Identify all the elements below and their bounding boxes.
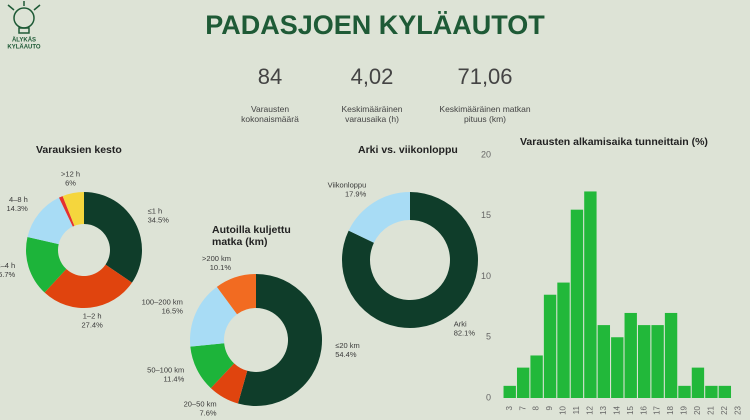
kpi-label: Keskimääräinen varausaika (h)	[341, 104, 403, 124]
slice	[26, 236, 67, 293]
slice-label: 50–100 km	[147, 365, 184, 374]
slice	[62, 192, 84, 226]
slice	[44, 264, 132, 309]
slice-label: >12 h	[61, 169, 80, 178]
x-tick-label: 12	[585, 405, 594, 414]
x-tick-label: 20	[693, 405, 702, 414]
kpi-value: 71,06	[457, 64, 513, 89]
x-tick-label: 22	[720, 405, 729, 414]
slice	[189, 286, 238, 347]
slice-label: 20–50 km	[184, 400, 217, 409]
bar	[718, 385, 732, 398]
x-tick-label: 9	[545, 405, 554, 410]
bar	[678, 385, 691, 398]
kpi-value: 4,02	[350, 64, 394, 89]
bar	[637, 325, 651, 398]
x-tick-label: 16	[639, 405, 648, 414]
bar	[651, 325, 664, 398]
slice-label: 100–200 km	[142, 298, 183, 307]
bar	[611, 337, 624, 398]
x-tick-label: 7	[518, 405, 527, 410]
x-tick-label: 13	[599, 405, 608, 414]
kpi: 4,02 Keskimääräinen varausaika (h)	[317, 64, 427, 124]
y-tick-label: 20	[481, 149, 491, 159]
bar	[570, 209, 584, 398]
bar	[624, 312, 637, 398]
slice-value: 11.4%	[164, 374, 185, 383]
x-tick-label: 17	[653, 405, 662, 414]
slice	[216, 274, 256, 315]
logo-text: KYLÄAUTO	[7, 44, 41, 51]
bar	[557, 282, 570, 398]
logo-icon	[7, 1, 41, 34]
page-title: PADASJOEN KYLÄAUTOT	[205, 10, 545, 40]
chart-title: Varausten alkamisaika tunneittain (%)	[520, 136, 708, 148]
y-tick-label: 10	[481, 271, 491, 281]
x-tick-label: 10	[559, 405, 568, 414]
slice	[348, 191, 410, 243]
x-tick-label: 19	[680, 405, 689, 414]
chart-title: Varauksien kesto	[36, 144, 122, 156]
chart-title: Autoilla kuljettu matka (km)	[212, 224, 291, 248]
x-tick-label: 23	[733, 405, 742, 414]
slice-label: 2–4 h	[0, 261, 15, 270]
kpi: 71,06 Keskimääräinen matkan pituus (km)	[430, 64, 540, 124]
slice-value: 17.9%	[345, 190, 367, 199]
slice	[27, 197, 73, 245]
y-tick-label: 0	[486, 392, 491, 402]
kpi-value: 84	[257, 64, 283, 89]
x-tick-label: 11	[572, 405, 581, 414]
bar	[516, 367, 530, 398]
bar	[543, 294, 557, 398]
bar	[664, 312, 678, 398]
slice-label: Arki	[454, 319, 467, 328]
slice-value: 10.1%	[210, 263, 232, 272]
kpi-label: Varausten kokonaismäärä	[241, 104, 299, 124]
kpi: 84 Varausten kokonaismäärä	[215, 64, 325, 124]
chart-title: Arki vs. viikonloppu	[358, 144, 458, 156]
x-tick-label: 14	[612, 405, 621, 414]
slice-label: 1–2 h	[83, 312, 102, 321]
logo-text: ÄLYKÄS	[12, 37, 36, 44]
slice	[237, 274, 323, 407]
slice	[341, 192, 478, 328]
slice	[210, 363, 248, 404]
slice-value: 14.3%	[7, 204, 29, 213]
bar	[584, 191, 597, 398]
x-tick-label: 15	[626, 405, 635, 414]
slice-value: 16.5%	[162, 307, 184, 316]
slice-value: 34.5%	[148, 215, 170, 224]
slice-label: 4–8 h	[9, 195, 28, 204]
slice-value: 82.1%	[454, 328, 476, 337]
bar	[691, 367, 705, 398]
slice-label: ≤1 h	[148, 206, 163, 215]
bar	[705, 385, 718, 398]
slice	[190, 343, 235, 389]
slice-value: 27.4%	[81, 321, 103, 330]
x-tick-label: 8	[532, 405, 541, 410]
slice-label: >200 km	[202, 254, 231, 263]
bar	[597, 325, 611, 398]
slice	[58, 196, 75, 227]
slice-value: 7.6%	[199, 409, 216, 418]
x-tick-label: 21	[706, 405, 715, 414]
bar	[530, 355, 543, 398]
slice-value: 16.7%	[0, 270, 15, 279]
slice-value: 54.4%	[335, 350, 357, 359]
slice-label: Viikonloppu	[328, 181, 367, 190]
slice-label: ≤20 km	[335, 341, 360, 350]
y-tick-label: 15	[481, 210, 491, 220]
kpi-label: Keskimääräinen matkan pituus (km)	[439, 104, 531, 124]
slice	[84, 192, 142, 283]
slice-value: 6%	[65, 178, 76, 187]
bar	[503, 385, 516, 398]
x-tick-label: 18	[666, 405, 675, 414]
y-tick-label: 5	[486, 332, 491, 342]
x-tick-label: 3	[505, 405, 514, 410]
